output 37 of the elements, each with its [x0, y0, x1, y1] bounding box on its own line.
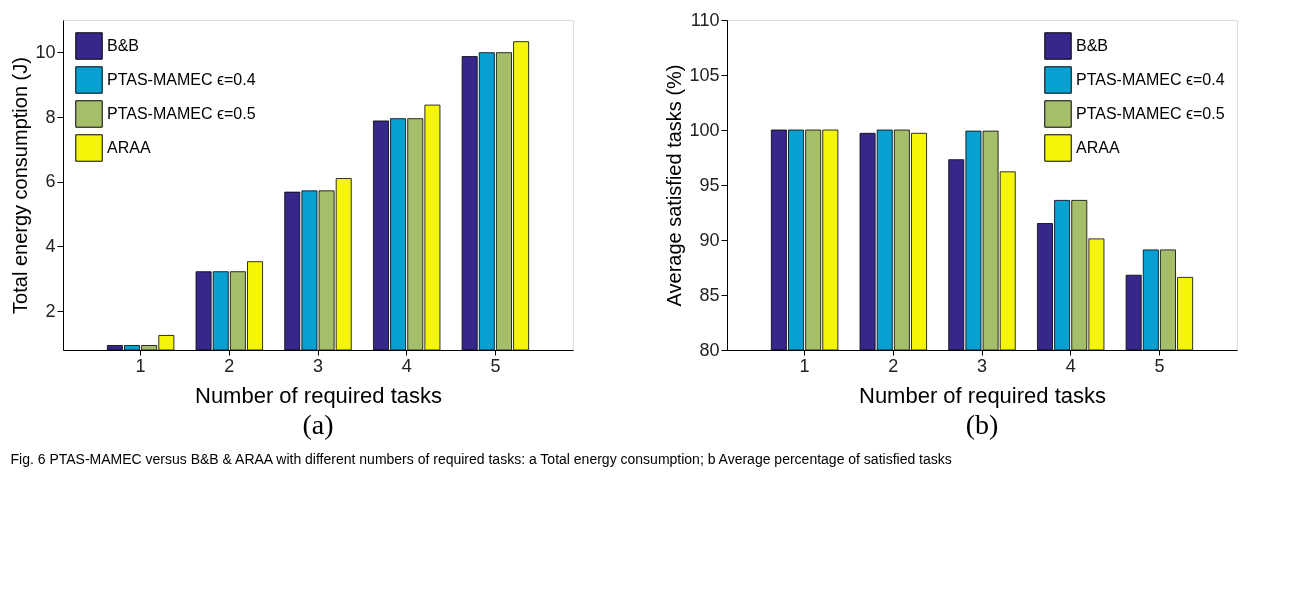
x-tick-label: 4 [401, 355, 412, 376]
y-tick-label: 2 [45, 300, 56, 321]
legend-label: PTAS-MAMEC ϵ=0.4 [1076, 71, 1225, 88]
y-tick-label: 4 [45, 235, 56, 256]
caption: Fig. 6 PTAS-MAMEC versus B&B & ARAA with different numbers of required tasks: a Total energy consumption; b Average percentage of satisfied tasks [10, 450, 952, 467]
x-axis-title: Number of required tasks [859, 382, 1106, 408]
y-tick-label: 90 [699, 229, 720, 250]
y-tick-label: 10 [35, 41, 56, 62]
x-tick-label: 4 [1065, 355, 1076, 376]
x-tick-label: 2 [224, 355, 235, 376]
legend-label: PTAS-MAMEC ϵ=0.5 [107, 105, 256, 122]
legend-label: ARAA [1076, 139, 1120, 156]
x-tick-label: 3 [976, 355, 988, 376]
legend-label: PTAS-MAMEC ϵ=0.5 [1076, 105, 1225, 122]
x-tick-label: 2 [888, 355, 899, 376]
legend-label: PTAS-MAMEC ϵ=0.4 [107, 71, 256, 88]
y-tick-label: 95 [699, 174, 720, 195]
text: (a) [302, 409, 334, 440]
y-tick-label: 100 [689, 119, 720, 140]
text: (b) [965, 409, 999, 440]
y-tick-label: 8 [45, 106, 56, 127]
x-tick-label: 5 [490, 355, 501, 376]
legend-label: ARAA [107, 139, 151, 156]
y-tick-label: 105 [689, 64, 720, 85]
x-tick-label: 3 [312, 355, 324, 376]
legend-label: B&B [1076, 37, 1109, 54]
y-axis-title: Total energy consumption (J) [9, 57, 32, 314]
y-tick-label: 110 [690, 9, 720, 30]
x-axis-title: Number of required tasks [195, 382, 442, 408]
x-tick-label: 1 [135, 355, 146, 376]
y-tick-label: 6 [45, 171, 56, 192]
x-tick-label: 1 [799, 355, 810, 376]
legend-label: B&B [107, 37, 140, 54]
x-tick-label: 5 [1154, 355, 1165, 376]
y-tick-label: 85 [699, 284, 720, 305]
y-axis-title: Average satisfied tasks (%) [663, 64, 686, 307]
y-tick-label: 80 [699, 339, 720, 360]
